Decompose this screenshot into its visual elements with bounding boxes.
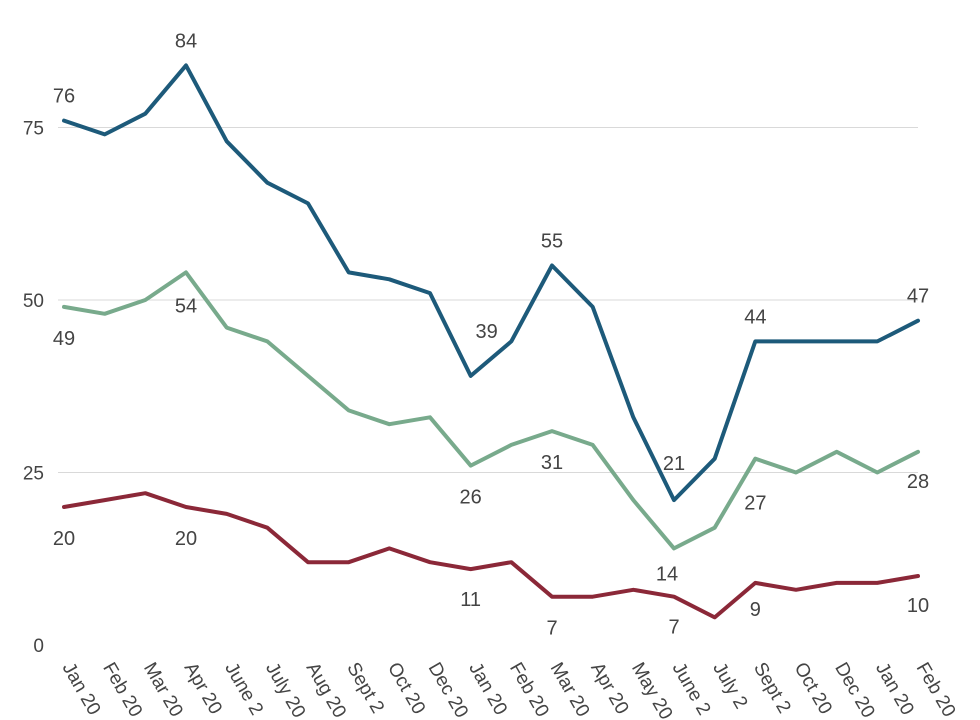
x-tick-label: Mar 20 xyxy=(546,659,594,720)
data-label: 54 xyxy=(175,295,197,317)
data-label: 49 xyxy=(53,328,75,350)
data-label: 27 xyxy=(744,493,766,515)
data-labels: 76 84 39 55 21 44 47 49 54 26 31 14 27 28 20 20 11 7 7 9 10 xyxy=(53,30,929,639)
y-tick-label: 50 xyxy=(23,291,44,312)
gridlines xyxy=(58,127,918,473)
data-label: 44 xyxy=(744,306,766,328)
data-label: 84 xyxy=(175,30,197,52)
y-tick-label: 75 xyxy=(23,119,44,140)
data-label: 28 xyxy=(907,471,929,493)
data-label: 47 xyxy=(907,286,929,308)
x-tick-label: July 2 xyxy=(708,659,751,712)
data-label: 11 xyxy=(460,589,481,611)
data-label: 21 xyxy=(663,453,685,475)
x-tick-label: Feb 20 xyxy=(98,659,146,720)
y-axis-tick-labels: 0 25 50 75 xyxy=(23,119,44,658)
data-label: 20 xyxy=(175,528,197,550)
data-label: 7 xyxy=(668,617,679,639)
data-label: 7 xyxy=(546,618,557,640)
series-line-3 xyxy=(62,491,920,620)
data-label: 14 xyxy=(656,563,678,585)
data-label: 39 xyxy=(476,321,498,343)
data-label: 26 xyxy=(460,487,482,509)
y-tick-label: 0 xyxy=(33,636,44,657)
x-tick-label: Oct 20 xyxy=(383,659,429,718)
data-label: 76 xyxy=(53,86,75,108)
y-tick-label: 25 xyxy=(23,464,44,485)
data-label: 31 xyxy=(541,452,563,474)
x-tick-label: Feb 20 xyxy=(505,659,553,720)
x-tick-label: Jan 20 xyxy=(58,659,105,719)
data-label: 55 xyxy=(541,231,563,253)
data-label: 9 xyxy=(750,599,761,621)
series-line-2 xyxy=(62,270,920,551)
series-lines xyxy=(62,63,920,620)
x-tick-label: Mar 20 xyxy=(139,659,187,720)
x-tick-label: Oct 20 xyxy=(790,659,836,718)
x-tick-label: Sept 2 xyxy=(749,659,795,717)
data-label: 10 xyxy=(907,595,929,617)
x-tick-label: June 2 xyxy=(220,659,267,719)
data-label: 20 xyxy=(53,528,75,550)
x-tick-label: Feb 20 xyxy=(912,659,960,720)
series-line-1 xyxy=(62,63,920,503)
